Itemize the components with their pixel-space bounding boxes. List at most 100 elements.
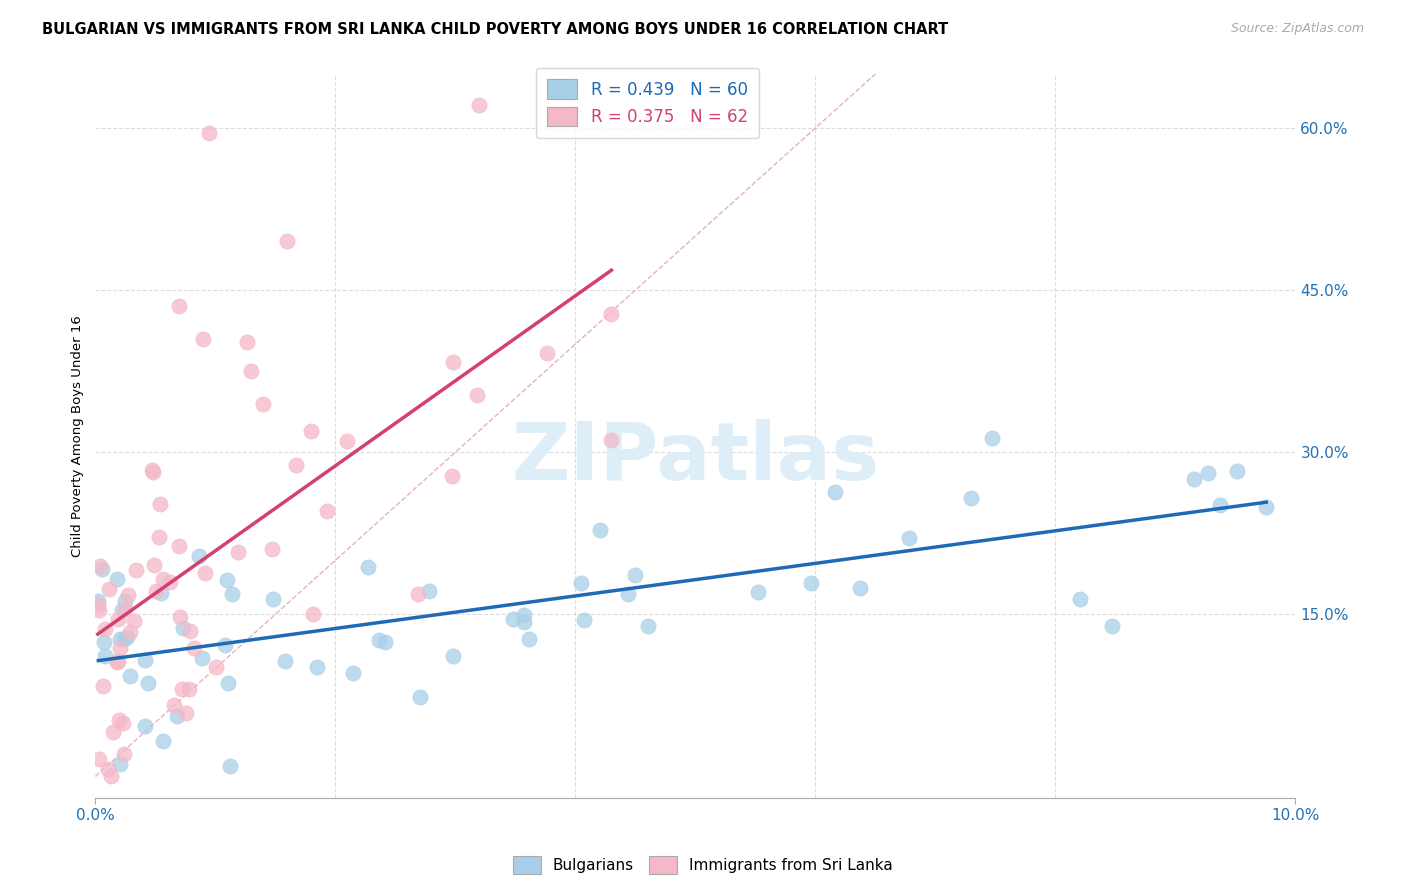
Point	[89, 558, 111, 573]
Point	[357, 559, 380, 574]
Point	[240, 364, 263, 378]
Point	[141, 463, 163, 477]
Point	[122, 615, 145, 629]
Point	[114, 602, 136, 616]
Point	[465, 388, 488, 402]
Point	[87, 752, 110, 766]
Point	[198, 127, 221, 141]
Point	[336, 434, 359, 449]
Point	[134, 652, 156, 666]
Point	[166, 709, 188, 723]
Point	[101, 725, 124, 739]
Point	[219, 758, 242, 772]
Point	[600, 307, 623, 321]
Point	[91, 562, 114, 576]
Legend: R = 0.439   N = 60, R = 0.375   N = 62: R = 0.439 N = 60, R = 0.375 N = 62	[536, 68, 759, 138]
Point	[107, 612, 129, 626]
Point	[172, 682, 194, 697]
Point	[110, 641, 132, 656]
Point	[117, 588, 139, 602]
Text: ZIPatlas: ZIPatlas	[512, 418, 880, 497]
Point	[299, 424, 322, 438]
Point	[502, 611, 524, 625]
Point	[87, 598, 110, 612]
Point	[214, 638, 236, 652]
Point	[87, 603, 110, 617]
Point	[316, 503, 339, 517]
Point	[960, 491, 983, 506]
Point	[143, 558, 166, 572]
Point	[301, 607, 323, 622]
Point	[142, 466, 165, 480]
Point	[117, 630, 139, 644]
Point	[188, 549, 211, 563]
Point	[981, 431, 1004, 445]
Point	[236, 335, 259, 350]
Point	[367, 632, 389, 647]
Point	[152, 733, 174, 747]
Point	[152, 572, 174, 586]
Point	[118, 669, 141, 683]
Point	[112, 632, 135, 646]
Point	[305, 660, 328, 674]
Point	[285, 458, 308, 472]
Point	[1209, 498, 1232, 512]
Y-axis label: Child Poverty Among Boys Under 16: Child Poverty Among Boys Under 16	[72, 315, 84, 557]
Point	[800, 576, 823, 591]
Point	[276, 235, 298, 249]
Point	[512, 615, 534, 630]
Point	[342, 666, 364, 681]
Point	[159, 574, 181, 589]
Point	[824, 485, 846, 500]
Point	[105, 655, 128, 669]
Point	[274, 654, 297, 668]
Point	[100, 769, 122, 783]
Point	[1101, 618, 1123, 632]
Point	[409, 690, 432, 705]
Point	[1184, 472, 1206, 486]
Point	[169, 609, 191, 624]
Point	[599, 433, 621, 447]
Point	[163, 698, 186, 713]
Point	[260, 542, 283, 557]
Point	[125, 563, 148, 577]
Point	[221, 587, 243, 601]
Point	[97, 582, 120, 597]
Point	[536, 345, 558, 359]
Point	[418, 583, 440, 598]
Point	[111, 715, 134, 730]
Point	[441, 649, 464, 664]
Point	[112, 747, 135, 762]
Point	[183, 640, 205, 655]
Point	[136, 676, 159, 690]
Point	[747, 585, 769, 599]
Point	[107, 654, 129, 668]
Point	[623, 567, 645, 582]
Point	[441, 355, 464, 369]
Point	[898, 531, 921, 545]
Point	[374, 634, 396, 648]
Point	[145, 584, 167, 599]
Point	[1069, 592, 1091, 607]
Point	[107, 713, 129, 727]
Point	[134, 719, 156, 733]
Point	[572, 613, 595, 627]
Point	[215, 573, 238, 587]
Point	[148, 530, 170, 544]
Point	[1197, 466, 1219, 480]
Point	[108, 757, 131, 772]
Point	[204, 659, 226, 673]
Point	[637, 619, 659, 633]
Point	[589, 524, 612, 538]
Point	[226, 545, 249, 559]
Point	[108, 632, 131, 646]
Point	[93, 635, 115, 649]
Point	[105, 572, 128, 586]
Point	[617, 587, 640, 601]
Point	[468, 97, 491, 112]
Point	[111, 603, 134, 617]
Point	[149, 497, 172, 511]
Point	[569, 576, 592, 591]
Point	[177, 681, 200, 696]
Point	[193, 332, 215, 346]
